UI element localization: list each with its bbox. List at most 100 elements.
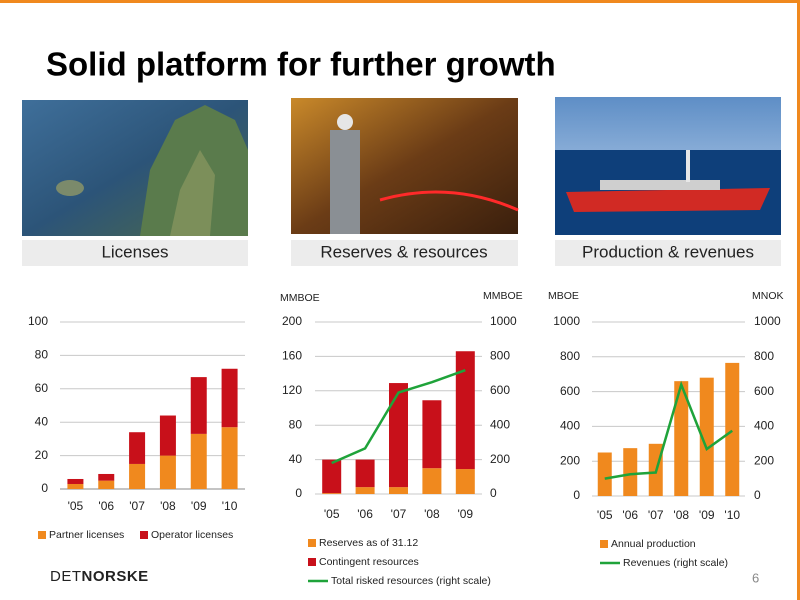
y-axis-label: MBOE — [548, 290, 579, 302]
bar — [725, 362, 740, 496]
bar — [455, 469, 475, 494]
line-series — [604, 380, 733, 480]
bar — [129, 463, 146, 489]
x-tick-label: '08 — [160, 499, 176, 513]
legend-swatch — [308, 539, 316, 547]
bar — [623, 448, 638, 496]
caption: Licenses — [101, 242, 168, 261]
top-border — [0, 0, 800, 3]
legend-label: Annual production — [611, 538, 696, 550]
y2-tick-label: 0 — [754, 488, 761, 502]
y-tick-label: 80 — [35, 348, 49, 362]
bar — [67, 478, 84, 484]
y2-tick-label: 400 — [754, 419, 774, 433]
x-tick-label: '05 — [597, 508, 613, 522]
legend-swatch — [140, 531, 148, 539]
bar — [597, 452, 612, 496]
x-tick-label: '09 — [699, 508, 715, 522]
y-tick-label: 1000 — [553, 314, 580, 328]
y2-tick-label: 600 — [490, 383, 510, 397]
bar — [98, 473, 115, 481]
y-tick-label: 40 — [289, 452, 303, 466]
y2-tick-label: 400 — [490, 417, 510, 431]
y2-tick-label: 1000 — [754, 314, 781, 328]
bar — [389, 487, 408, 494]
x-tick-label: '05 — [68, 499, 84, 513]
y-tick-label: 0 — [41, 481, 48, 495]
bar — [322, 493, 342, 494]
y2-tick-label: 600 — [754, 384, 774, 398]
caption: Reserves & resources — [320, 242, 487, 261]
x-tick-label: '06 — [357, 507, 373, 521]
bar — [159, 455, 176, 489]
x-tick-label: '07 — [129, 499, 145, 513]
bar — [67, 483, 84, 489]
logo-bold: NORSKE — [82, 568, 149, 585]
photo-map — [22, 100, 248, 236]
y2-tick-label: 800 — [754, 349, 774, 363]
bar — [355, 459, 375, 488]
bar — [455, 351, 475, 470]
legend-swatch — [38, 531, 46, 539]
x-tick-label: '07 — [648, 508, 664, 522]
bar — [699, 377, 714, 496]
photo-ship — [555, 97, 781, 235]
bar — [422, 468, 442, 494]
bar — [422, 400, 442, 469]
slide-title: Solid platform for further growth — [46, 46, 556, 83]
y-tick-label: 0 — [573, 488, 580, 502]
y2-tick-label: 800 — [490, 349, 510, 363]
y-tick-label: 400 — [560, 419, 580, 433]
logo-light: DET — [50, 568, 82, 585]
bar — [221, 368, 238, 428]
x-tick-label: '05 — [324, 507, 340, 521]
bar — [190, 377, 207, 434]
legend-label: Partner licenses — [49, 529, 124, 541]
y-axis-label: MMBOE — [280, 292, 320, 304]
photo-workers — [291, 98, 519, 234]
x-tick-label: '08 — [424, 507, 440, 521]
y2-tick-label: 0 — [490, 486, 497, 500]
x-tick-label: '06 — [622, 508, 638, 522]
bar — [389, 383, 408, 488]
y-tick-label: 200 — [282, 314, 302, 328]
y2-axis-label: MMBOE — [483, 290, 523, 302]
y-tick-label: 200 — [560, 453, 580, 467]
legend-label: Reserves as of 31.12 — [319, 537, 418, 549]
y-tick-label: 160 — [282, 349, 302, 363]
y2-tick-label: 200 — [754, 453, 774, 467]
bar — [322, 459, 342, 494]
x-tick-label: '10 — [222, 499, 238, 513]
logo: DETNORSKE — [50, 568, 149, 585]
y-tick-label: 100 — [28, 314, 48, 328]
captions: Licenses Reserves & resources Production… — [22, 240, 781, 266]
bar — [674, 381, 689, 496]
y-tick-label: 60 — [35, 381, 49, 395]
bar — [159, 415, 176, 456]
page-number: 6 — [752, 570, 759, 585]
x-tick-label: '09 — [191, 499, 207, 513]
x-tick-label: '06 — [98, 499, 114, 513]
y-tick-label: 40 — [35, 414, 49, 428]
y-tick-label: 80 — [289, 417, 303, 431]
legend-label: Contingent resources — [319, 556, 419, 568]
line-series — [331, 368, 466, 465]
x-tick-label: '07 — [391, 507, 407, 521]
bar — [190, 433, 207, 489]
y-tick-label: 20 — [35, 448, 49, 462]
bar — [98, 480, 115, 489]
y-tick-label: 120 — [282, 383, 302, 397]
y2-tick-label: 1000 — [490, 314, 517, 328]
legend-label: Operator licenses — [151, 529, 233, 541]
y2-tick-label: 200 — [490, 452, 510, 466]
legend-swatch — [600, 540, 608, 548]
y2-axis-label: MNOK — [752, 290, 784, 302]
y-tick-label: 600 — [560, 384, 580, 398]
y-tick-label: 800 — [560, 349, 580, 363]
x-tick-label: '08 — [673, 508, 689, 522]
legend-label: Revenues (right scale) — [623, 557, 728, 569]
legend-label: Total risked resources (right scale) — [331, 575, 491, 587]
x-tick-label: '09 — [457, 507, 473, 521]
bar — [221, 427, 238, 489]
